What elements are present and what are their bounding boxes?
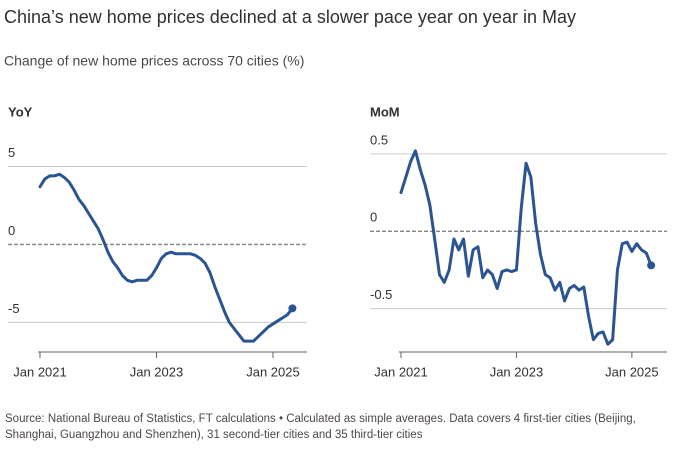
y-tick-label: -5 [8, 301, 20, 316]
source-note: Source: National Bureau of Statistics, F… [5, 413, 636, 441]
x-tick-label: Jan 2023 [130, 364, 184, 379]
data-line [38, 172, 294, 343]
chart-title: China’s new home prices declined at a sl… [4, 7, 576, 27]
y-tick-label: 5 [8, 145, 15, 160]
end-marker [288, 304, 297, 313]
y-tick-label: 0 [370, 210, 377, 225]
x-tick-label: Jan 2023 [490, 364, 544, 379]
panel-label: YoY [8, 104, 33, 119]
x-tick-label: Jan 2021 [13, 364, 67, 379]
y-tick-label: 0 [8, 223, 15, 238]
data-line [399, 149, 653, 346]
end-marker [647, 261, 656, 270]
x-tick-label: Jan 2025 [246, 364, 300, 379]
panel-label: MoM [370, 104, 400, 119]
x-tick-label: Jan 2025 [605, 364, 659, 379]
chart: China’s new home prices declined at a sl… [4, 7, 667, 379]
y-tick-label: -0.5 [370, 287, 392, 302]
chart-subtitle: Change of new home prices across 70 citi… [4, 53, 304, 69]
x-tick-label: Jan 2021 [374, 364, 428, 379]
y-tick-label: 0.5 [370, 132, 388, 147]
